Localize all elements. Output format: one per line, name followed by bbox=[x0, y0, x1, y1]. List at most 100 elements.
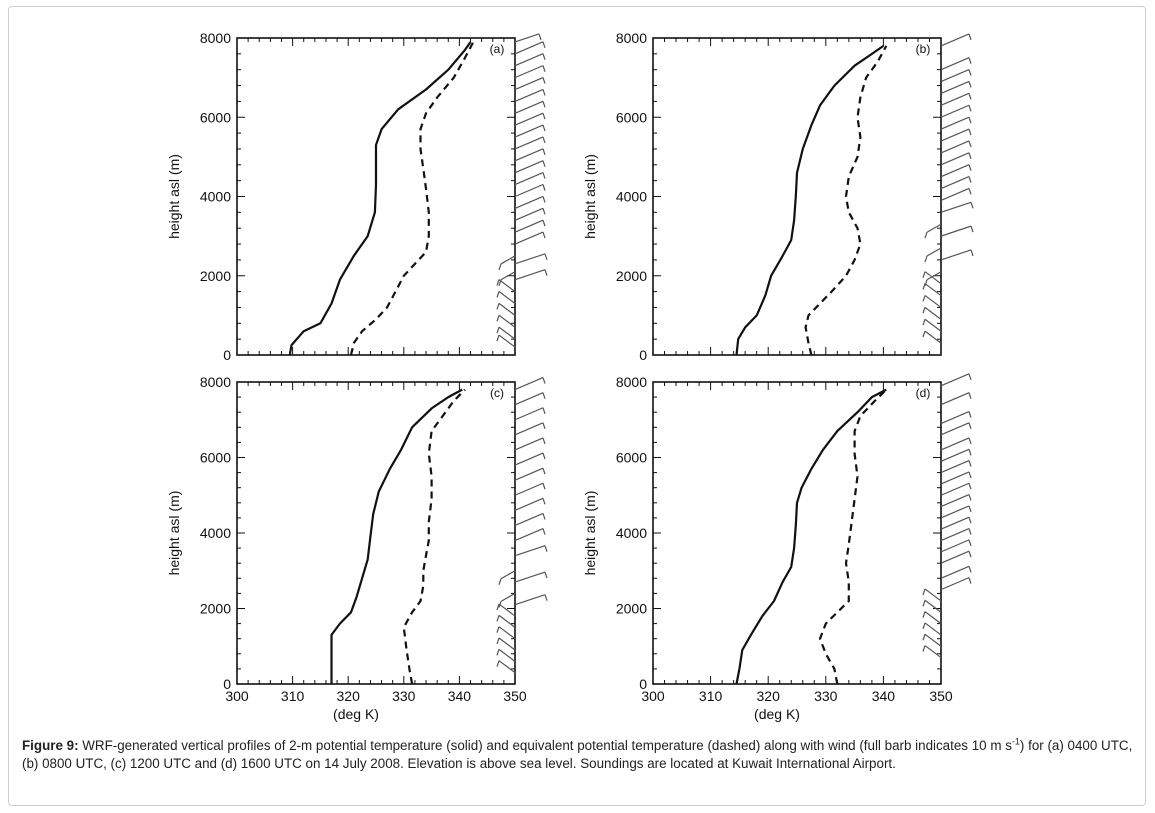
wind-barb-shaft bbox=[940, 92, 970, 106]
wind-barb-feather bbox=[542, 148, 546, 156]
wind-barb bbox=[940, 152, 972, 166]
wind-barb-feather bbox=[496, 649, 500, 656]
wind-barb-shaft bbox=[940, 116, 970, 130]
wind-barb bbox=[922, 645, 942, 659]
wind-barb-feather bbox=[542, 53, 546, 60]
chart-panel-4: 0 2000 4000 6000 8000 300 310 320 330 340 350 heigh… bbox=[582, 373, 972, 722]
wind-barb-feather bbox=[968, 164, 972, 171]
wind-barb-feather bbox=[542, 196, 546, 203]
wind-barb bbox=[940, 392, 972, 406]
wind-barb-shaft bbox=[514, 76, 544, 91]
wind-barb bbox=[924, 271, 942, 286]
wind-barb-feather bbox=[496, 334, 500, 342]
wind-barb-shaft bbox=[940, 460, 970, 474]
wind-barb-feather bbox=[542, 467, 546, 475]
x-tick-label: 300 bbox=[225, 688, 249, 704]
wind-barb bbox=[514, 76, 546, 91]
wind-barb-feather bbox=[968, 81, 972, 88]
wind-barb bbox=[514, 148, 546, 162]
y-tick-label: 0 bbox=[639, 347, 647, 363]
wind-barb-shaft bbox=[498, 291, 516, 304]
wind-barb-shaft bbox=[514, 195, 544, 209]
wind-barb-feather bbox=[542, 172, 546, 179]
wind-barb-shaft bbox=[926, 271, 942, 281]
wind-barb bbox=[940, 128, 972, 142]
wind-barb-shaft bbox=[924, 645, 942, 659]
caption-text-end: ) for (a) 0400 UTC, (b) 0800 UTC, (c) 12… bbox=[22, 738, 1133, 771]
wind-barb bbox=[514, 160, 546, 174]
wind-barb bbox=[922, 622, 942, 636]
wind-barb bbox=[940, 505, 972, 519]
y-tick-label: 4000 bbox=[616, 189, 647, 205]
wind-barb-feather bbox=[542, 422, 546, 430]
wind-barb bbox=[496, 648, 516, 662]
wind-barb-feather bbox=[496, 637, 500, 645]
wind-barb-shaft bbox=[500, 271, 516, 281]
wind-barb-shaft bbox=[940, 550, 970, 564]
x-tick-label: 340 bbox=[448, 688, 472, 704]
wind-barb-shaft bbox=[514, 136, 544, 150]
wind-barb-feather bbox=[496, 660, 500, 667]
wind-barb-feather bbox=[924, 232, 928, 239]
wind-barb-feather bbox=[542, 219, 546, 227]
wind-barb bbox=[922, 306, 942, 320]
wind-barb-shaft bbox=[940, 104, 970, 118]
wind-barb-feather bbox=[498, 578, 502, 585]
wind-barb-feather bbox=[968, 528, 972, 535]
wind-barb bbox=[940, 577, 972, 591]
wind-barb-shaft bbox=[498, 302, 516, 316]
wind-barb bbox=[514, 392, 546, 406]
wind-barb-feather bbox=[542, 65, 546, 72]
wind-barb-shaft bbox=[498, 614, 516, 628]
wind-barb bbox=[514, 207, 546, 221]
wind-barb-feather bbox=[542, 112, 546, 120]
wind-barb-feather bbox=[968, 577, 972, 584]
wind-barb bbox=[940, 92, 972, 106]
wind-barb-shaft bbox=[940, 249, 972, 261]
wind-barb-shaft bbox=[514, 269, 546, 281]
wind-barb bbox=[514, 172, 546, 186]
panel-label: (c) bbox=[490, 386, 504, 400]
wind-barb bbox=[514, 41, 546, 55]
wind-barb-feather bbox=[922, 295, 926, 302]
potential-temperature-line bbox=[735, 44, 885, 356]
wind-barb-feather bbox=[968, 566, 972, 573]
wind-barb-shaft bbox=[940, 140, 970, 154]
wind-barb-feather bbox=[968, 176, 972, 183]
wind-barb bbox=[940, 201, 974, 213]
wind-barb bbox=[514, 482, 546, 496]
wind-barb-feather bbox=[922, 622, 926, 630]
wind-barb-feather bbox=[542, 437, 546, 445]
wind-barb-feather bbox=[968, 460, 972, 467]
wind-barb-feather bbox=[496, 291, 500, 298]
wind-barb-feather bbox=[968, 140, 972, 148]
wind-barb bbox=[940, 565, 972, 579]
wind-barb-feather bbox=[544, 545, 548, 552]
wind-barb-shaft bbox=[940, 373, 970, 387]
wind-barb bbox=[922, 283, 942, 297]
wind-barb bbox=[514, 124, 546, 138]
y-tick-label: 8000 bbox=[200, 30, 231, 46]
y-axis-title: height asl (m) bbox=[582, 491, 598, 576]
equivalent-potential-temperature-line bbox=[349, 41, 475, 356]
wind-barb bbox=[514, 136, 546, 150]
wind-barb-shaft bbox=[498, 603, 516, 617]
wind-barb bbox=[940, 516, 972, 530]
x-axis-title: (deg K) bbox=[333, 706, 379, 722]
wind-barb-feather bbox=[542, 136, 546, 144]
wind-barb bbox=[940, 187, 972, 202]
wind-barb-shaft bbox=[514, 467, 544, 481]
y-tick-label: 8000 bbox=[616, 30, 647, 46]
wind-barb-shaft bbox=[500, 592, 516, 602]
wind-barb bbox=[940, 164, 972, 178]
wind-barb-shaft bbox=[514, 497, 544, 511]
wind-barb-shaft bbox=[940, 33, 970, 47]
y-axis-title: height asl (m) bbox=[166, 491, 182, 576]
y-tick-label: 6000 bbox=[200, 109, 231, 125]
wind-barb bbox=[940, 471, 972, 485]
wind-barb-shaft bbox=[514, 219, 544, 233]
wind-barb bbox=[496, 603, 516, 617]
wind-barb-feather bbox=[544, 571, 548, 579]
wind-barb bbox=[922, 611, 942, 625]
